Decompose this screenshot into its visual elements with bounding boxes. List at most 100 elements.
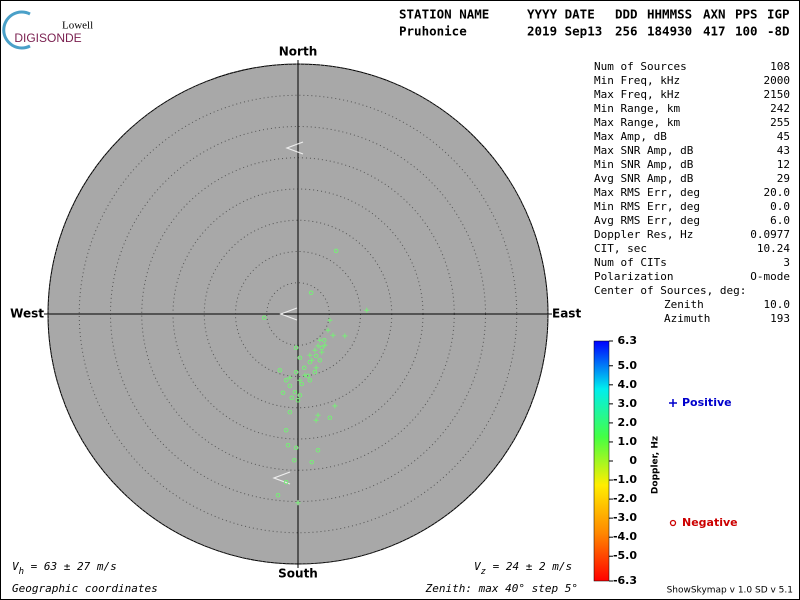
south-label: South [278,567,318,581]
version: ShowSkymap v 1.0 SD v 5.1 [667,586,793,596]
source-negative [261,315,267,321]
header-value: 2019 Sep13 [527,24,602,39]
stat-value: O-mode [750,270,790,283]
colorbar-tick-label: 0 [629,454,637,467]
source-negative [292,389,298,395]
source-negative [317,357,323,363]
source-negative [305,373,311,379]
colorbar-tick-label: 2.0 [618,416,638,429]
stat-value: 3 [783,256,790,269]
source-negative [299,381,305,387]
west-label: West [10,307,44,321]
colorbar-tick-label: 6.3 [618,334,638,347]
stat-label: Avg RMS Err, deg [594,214,700,227]
source-negative [307,359,313,365]
legend-marker [669,399,677,407]
colorbar-tick-label: -6.3 [613,574,637,587]
north-label: North [279,45,317,59]
source-negative [297,392,303,398]
source-negative [309,459,315,465]
source-negative [327,415,333,421]
logo-arc [2,10,31,50]
source-positive [332,403,338,409]
source-negative [283,377,289,383]
header-column: IGP [767,7,790,22]
velocity-part: = 24 ± 2 m/s [486,560,572,573]
stat-value: 0.0 [770,200,790,213]
velocity-part: V [12,560,20,573]
legend-label: Positive [682,396,732,409]
source-negative [280,390,286,396]
east-label: East [552,307,581,321]
colorbar-tick-label: 5.0 [618,359,638,372]
velocity-vh: Vh = 63 ± 27 m/s [12,560,117,577]
stat-label: Max Amp, dB [594,130,667,143]
stat-label: Num of CITs [594,256,667,269]
header-value: 184930 [647,24,692,39]
source-positive [287,375,293,381]
source-positive [312,347,318,353]
colorbar [593,340,610,582]
logo-bottom: DIGISONDE [14,31,81,45]
source-negative [287,383,293,389]
colorbar-tick-label: -1.0 [613,473,637,486]
header-column: AXN [703,7,726,22]
source-positive [322,342,328,348]
stat-label: Center of Sources, deg: [594,284,746,297]
velocity-part: = 63 ± 27 m/s [24,560,117,573]
source-negative [321,337,327,343]
colorbar-tick-label: 4.0 [618,378,638,391]
legend-label: Negative [682,516,738,529]
zenith-info: Zenith: max 40° step 5° [425,582,578,595]
source-positive [313,365,319,371]
stat-label: Polarization [594,270,673,283]
colorbar-tick-label: -4.0 [613,530,637,543]
source-positive [319,349,325,355]
stat-label: Doppler Res, Hz [594,228,693,241]
header-column: PPS [735,7,758,22]
center-label: Zenith [664,298,704,311]
source-negative [308,290,314,296]
colorbar-tick-label: -3.0 [613,511,637,524]
stat-value: 108 [770,60,790,73]
source-negative [315,447,321,453]
header-value: 256 [615,24,638,39]
source-positive [364,307,370,313]
source-positive [295,500,301,506]
source-negative [285,442,291,448]
source-positive [327,317,333,323]
velocity-part: V [474,560,482,573]
source-positive [330,332,336,338]
center-value: 10.0 [764,298,791,311]
source-negative [307,377,313,383]
stat-value: 242 [770,102,790,115]
velocity-vz: Vz = 24 ± 2 m/s [474,560,572,577]
colorbar-tick-label: -5.0 [613,549,637,562]
stat-value: 12 [777,158,790,171]
coordinates: Geographic coordinates [12,582,158,595]
source-negative [312,369,318,375]
stat-value: 29 [777,172,790,185]
stat-value: 2000 [764,74,791,87]
source-negative [319,345,325,351]
source-negative [297,355,303,361]
center-label: Azimuth [664,312,710,325]
header-column: HHMMSS [647,7,692,22]
source-positive [315,343,321,349]
source-positive [315,412,321,418]
stat-value: 20.0 [764,186,791,199]
stat-label: Min SNR Amp, dB [594,158,694,171]
colorbar-tick-label: -2.0 [613,492,637,505]
stat-label: Max Freq, kHz [594,88,680,101]
stat-value: 0.0977 [750,228,790,241]
source-negative [283,479,289,485]
colorbar-tick-label: 1.0 [618,435,638,448]
source-positive [317,337,323,343]
stat-label: Min Range, km [594,102,680,115]
stat-value: 255 [770,116,790,129]
stat-value: 45 [777,130,790,143]
source-negative [289,395,295,401]
source-positive [325,327,331,333]
velocity-part: h [19,567,24,577]
